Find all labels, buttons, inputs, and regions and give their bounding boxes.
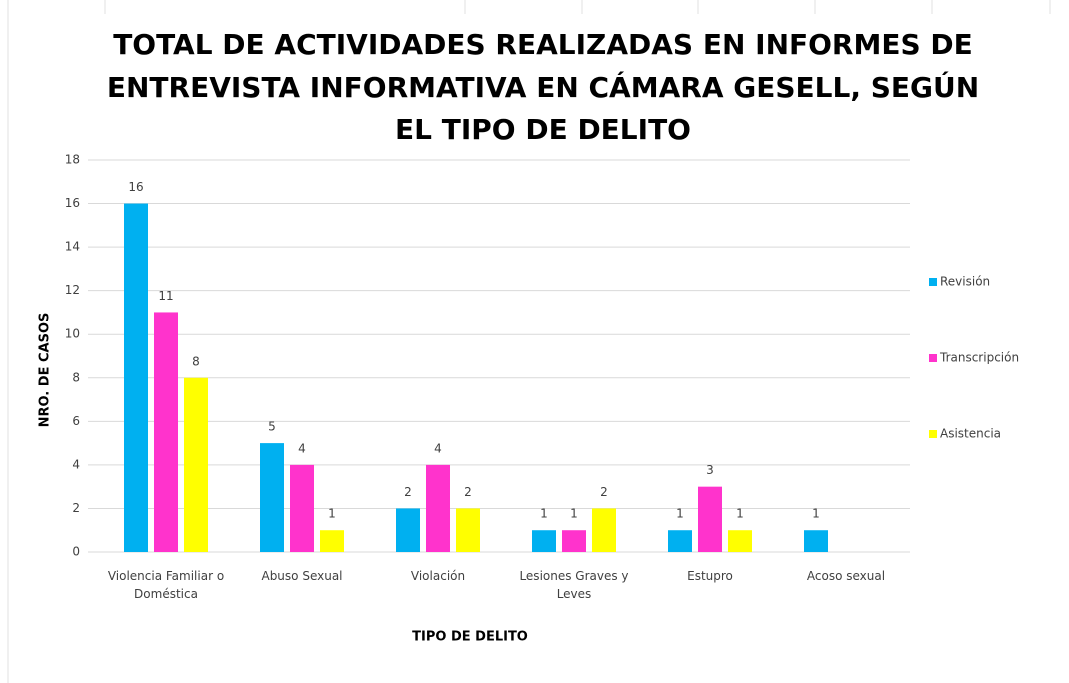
x-axis-label: TIPO DE DELITO xyxy=(412,630,528,645)
x-tick-label: Violación xyxy=(410,569,466,583)
bar xyxy=(668,530,692,552)
y-tick-label: 18 xyxy=(65,153,80,167)
legend-swatch xyxy=(929,430,937,438)
data-label: 1 xyxy=(736,507,744,521)
x-tick-label: Acoso sexual xyxy=(806,569,886,583)
data-label: 1 xyxy=(540,507,548,521)
bar xyxy=(592,508,616,552)
bar xyxy=(320,530,344,552)
bar xyxy=(698,486,722,552)
legend-swatch xyxy=(929,354,937,362)
bar xyxy=(260,443,284,552)
y-tick-label: 10 xyxy=(65,327,80,341)
data-label: 8 xyxy=(192,354,200,368)
bar xyxy=(456,508,480,552)
data-label: 11 xyxy=(158,289,173,303)
bar xyxy=(532,530,556,552)
bar xyxy=(804,530,828,552)
bar xyxy=(396,508,420,552)
bar xyxy=(562,530,586,552)
data-label: 2 xyxy=(600,485,608,499)
sheet-grid xyxy=(7,0,1051,683)
data-label: 1 xyxy=(676,507,684,521)
data-label: 1 xyxy=(812,507,820,521)
legend-label: Transcripción xyxy=(939,351,1019,365)
data-label: 16 xyxy=(128,180,143,194)
y-tick-label: 8 xyxy=(72,370,80,384)
y-tick-label: 14 xyxy=(65,240,80,254)
y-tick-label: 0 xyxy=(72,545,80,559)
data-label: 4 xyxy=(434,441,442,455)
bar xyxy=(426,464,450,552)
data-label: 1 xyxy=(328,507,336,521)
y-axis-label: NRO. DE CASOS xyxy=(38,313,53,428)
bar xyxy=(154,312,178,552)
x-tick-label: Violencia Familiar o Doméstica xyxy=(107,569,225,601)
bar xyxy=(290,464,314,552)
data-label: 5 xyxy=(268,420,276,434)
bar xyxy=(124,203,148,553)
legend-label: Asistencia xyxy=(940,427,1001,441)
chart-title: ENTREVISTA INFORMATIVA EN CÁMARA GESELL,… xyxy=(107,70,979,104)
y-tick-label: 4 xyxy=(72,457,80,471)
data-label: 2 xyxy=(464,485,472,499)
chart-title: EL TIPO DE DELITO xyxy=(395,113,691,146)
bar xyxy=(728,530,752,552)
legend-label: Revisión xyxy=(940,275,990,289)
x-tick-label: Lesiones Graves y Leves xyxy=(519,569,629,601)
chart-title: TOTAL DE ACTIVIDADES REALIZADAS EN INFOR… xyxy=(113,28,973,61)
legend-swatch xyxy=(929,278,937,286)
data-label: 1 xyxy=(570,507,578,521)
bar xyxy=(184,377,208,552)
data-label: 3 xyxy=(706,463,714,477)
x-tick-label: Abuso Sexual xyxy=(261,569,343,583)
y-tick-label: 12 xyxy=(65,283,80,297)
data-label: 2 xyxy=(404,485,412,499)
y-tick-label: 6 xyxy=(72,414,80,428)
y-tick-label: 2 xyxy=(72,501,80,515)
y-tick-label: 16 xyxy=(65,196,80,210)
x-tick-label: Estupro xyxy=(687,569,733,583)
data-label: 4 xyxy=(298,441,306,455)
